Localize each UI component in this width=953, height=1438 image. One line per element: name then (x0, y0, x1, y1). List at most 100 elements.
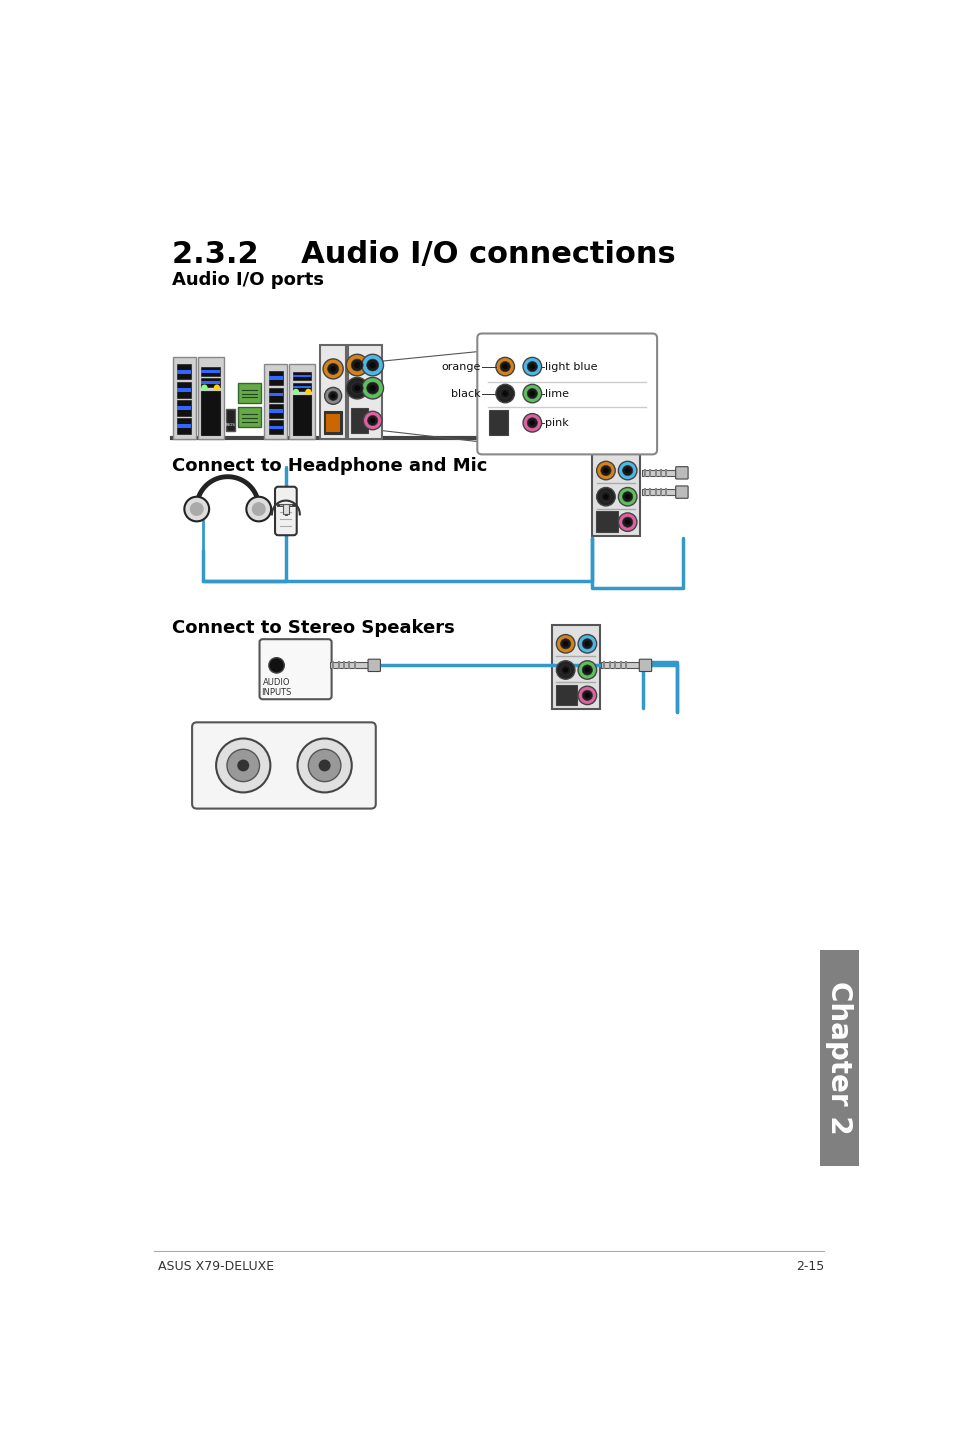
Circle shape (346, 354, 368, 375)
FancyBboxPatch shape (269, 404, 282, 418)
Circle shape (527, 361, 537, 371)
Text: 2-15: 2-15 (796, 1260, 823, 1273)
Circle shape (190, 502, 204, 516)
Text: Connect to Stereo Speakers: Connect to Stereo Speakers (172, 620, 455, 637)
FancyBboxPatch shape (348, 345, 381, 439)
FancyBboxPatch shape (177, 418, 192, 434)
FancyBboxPatch shape (330, 663, 369, 669)
Circle shape (624, 467, 630, 473)
Circle shape (529, 391, 535, 395)
FancyBboxPatch shape (368, 659, 380, 672)
FancyBboxPatch shape (326, 414, 340, 431)
Circle shape (560, 638, 570, 649)
Text: Chapter 2: Chapter 2 (824, 981, 852, 1135)
FancyBboxPatch shape (226, 408, 235, 430)
Circle shape (522, 384, 541, 403)
Circle shape (622, 518, 632, 528)
FancyBboxPatch shape (293, 372, 311, 381)
Circle shape (596, 487, 615, 506)
Circle shape (369, 385, 375, 391)
FancyBboxPatch shape (269, 393, 282, 397)
Circle shape (622, 466, 632, 476)
Circle shape (529, 364, 535, 370)
Circle shape (351, 383, 363, 394)
Circle shape (354, 385, 360, 391)
Circle shape (369, 362, 375, 368)
FancyBboxPatch shape (177, 370, 192, 374)
Circle shape (622, 492, 632, 502)
Circle shape (502, 391, 507, 395)
FancyBboxPatch shape (172, 357, 195, 439)
Text: lime: lime (545, 388, 569, 398)
Circle shape (496, 384, 514, 403)
Circle shape (527, 417, 537, 429)
Circle shape (366, 383, 378, 394)
FancyBboxPatch shape (351, 408, 368, 433)
Circle shape (556, 634, 575, 653)
Circle shape (578, 686, 596, 705)
Text: 2.3.2    Audio I/O connections: 2.3.2 Audio I/O connections (172, 240, 675, 269)
FancyBboxPatch shape (819, 951, 858, 1166)
Circle shape (618, 462, 637, 480)
Circle shape (363, 411, 381, 430)
Circle shape (502, 364, 507, 370)
Circle shape (252, 502, 266, 516)
FancyBboxPatch shape (237, 407, 261, 427)
Circle shape (370, 418, 375, 423)
Circle shape (361, 354, 383, 375)
FancyBboxPatch shape (282, 505, 289, 513)
FancyBboxPatch shape (197, 357, 224, 439)
Circle shape (327, 364, 338, 374)
Circle shape (584, 641, 589, 647)
FancyBboxPatch shape (201, 378, 220, 387)
FancyBboxPatch shape (201, 391, 220, 436)
Circle shape (305, 388, 311, 395)
FancyBboxPatch shape (177, 406, 192, 410)
FancyBboxPatch shape (237, 383, 261, 403)
FancyBboxPatch shape (289, 364, 315, 439)
Circle shape (184, 496, 209, 522)
Circle shape (201, 384, 208, 391)
Circle shape (584, 667, 589, 673)
FancyBboxPatch shape (675, 486, 687, 499)
Text: Connect to Headphone and Mic: Connect to Headphone and Mic (172, 457, 487, 476)
FancyBboxPatch shape (269, 410, 282, 413)
Circle shape (527, 388, 537, 398)
FancyBboxPatch shape (293, 395, 311, 436)
FancyBboxPatch shape (488, 410, 507, 436)
FancyBboxPatch shape (600, 663, 639, 669)
FancyBboxPatch shape (319, 345, 346, 439)
Circle shape (600, 492, 611, 502)
Circle shape (560, 664, 570, 674)
Circle shape (237, 759, 249, 771)
FancyBboxPatch shape (639, 659, 651, 672)
FancyBboxPatch shape (293, 383, 311, 391)
FancyBboxPatch shape (293, 375, 311, 377)
Circle shape (318, 759, 331, 771)
Circle shape (361, 377, 383, 398)
Circle shape (522, 358, 541, 375)
FancyBboxPatch shape (293, 385, 311, 388)
FancyBboxPatch shape (675, 467, 687, 479)
Circle shape (624, 495, 630, 499)
Circle shape (216, 739, 270, 792)
FancyBboxPatch shape (259, 638, 332, 699)
FancyBboxPatch shape (269, 426, 282, 429)
FancyBboxPatch shape (476, 334, 657, 454)
Text: pink: pink (545, 418, 569, 429)
Text: orange: orange (440, 361, 480, 371)
Text: black: black (451, 388, 480, 398)
Circle shape (596, 462, 615, 480)
FancyBboxPatch shape (264, 364, 287, 439)
Circle shape (602, 495, 608, 499)
Circle shape (328, 391, 337, 401)
FancyBboxPatch shape (641, 470, 676, 476)
FancyBboxPatch shape (551, 626, 599, 709)
Circle shape (600, 466, 611, 476)
Circle shape (246, 496, 271, 522)
Circle shape (499, 361, 510, 371)
Circle shape (584, 693, 589, 697)
Circle shape (556, 660, 575, 679)
Circle shape (346, 377, 368, 398)
FancyBboxPatch shape (201, 367, 220, 375)
